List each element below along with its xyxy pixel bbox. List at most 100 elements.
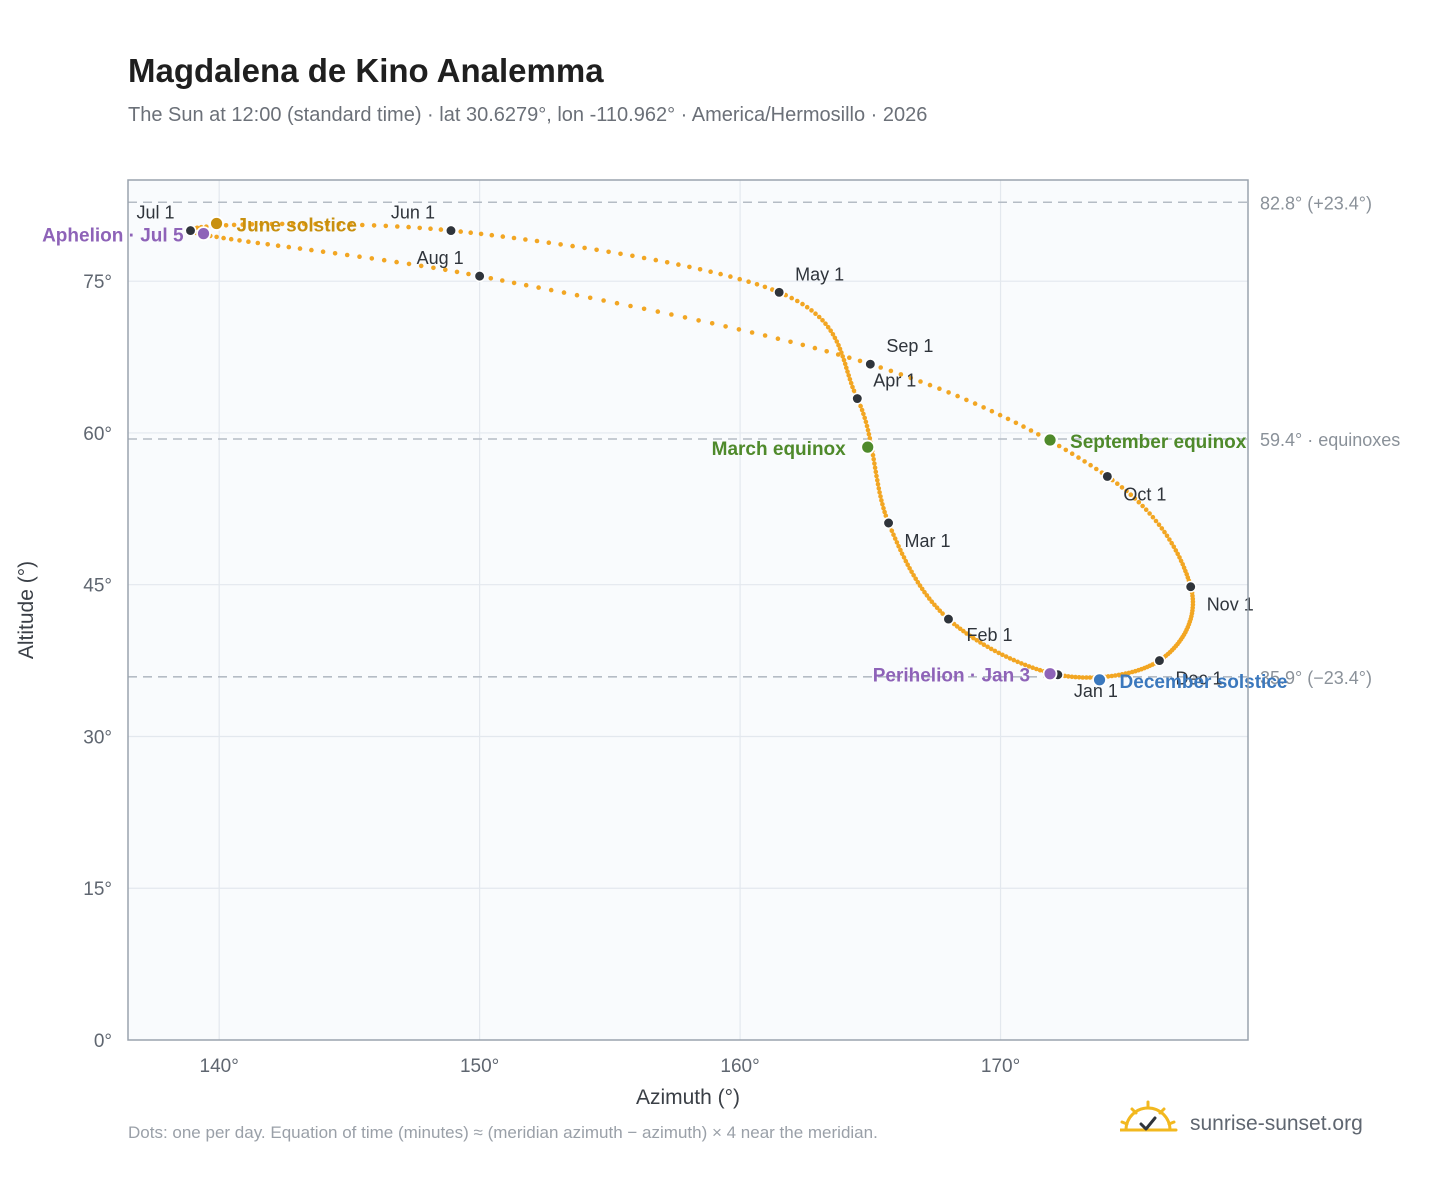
daily-dot: [1113, 673, 1118, 678]
daily-dot: [587, 295, 593, 301]
month-point: [864, 358, 877, 371]
daily-dot: [511, 235, 517, 241]
daily-dot: [972, 401, 978, 406]
daily-dot: [1109, 673, 1115, 679]
plot-background: [128, 180, 1248, 1040]
daily-dot: [641, 306, 647, 312]
daily-dot: [1156, 522, 1162, 527]
daily-dot: [857, 358, 863, 364]
daily-dot: [1066, 674, 1071, 679]
daily-dot: [915, 579, 921, 585]
daily-dot: [406, 261, 412, 267]
daily-dot: [898, 372, 904, 377]
chart-subtitle: The Sun at 12:00 (standard time) · lat 3…: [128, 104, 928, 126]
daily-dot: [762, 333, 768, 338]
daily-dot: [919, 586, 925, 592]
daily-dot: [1150, 514, 1156, 520]
daily-dot: [255, 240, 261, 246]
daily-dot: [896, 543, 901, 549]
y-tick-label: 60°: [83, 424, 112, 445]
daily-dot: [861, 411, 866, 417]
plot-frame: [127, 179, 1249, 1041]
event-label: March equinox: [712, 439, 847, 460]
event-point: [209, 216, 224, 231]
daily-dot: [898, 547, 903, 553]
daily-dot: [1080, 675, 1085, 680]
daily-dot: [320, 249, 326, 254]
daily-dot: [866, 431, 872, 437]
daily-dot: [523, 237, 528, 242]
daily-dot: [594, 247, 599, 253]
daily-dot: [1143, 507, 1149, 512]
month-label: May 1: [795, 264, 844, 284]
daily-dot: [443, 267, 448, 273]
daily-dot: [381, 257, 387, 263]
daily-dot: [708, 269, 713, 275]
daily-dot: [862, 415, 867, 421]
month-point: [184, 224, 197, 237]
daily-dot: [845, 369, 850, 374]
daily-dot: [1007, 656, 1013, 661]
daily-dot: [630, 253, 635, 259]
daily-dot: [1036, 432, 1041, 437]
daily-dot: [873, 469, 879, 475]
daily-dot: [1173, 548, 1179, 553]
daily-dot: [989, 408, 995, 414]
daily-dot: [1175, 551, 1180, 557]
daily-dot: [913, 576, 918, 582]
daily-dot: [558, 242, 563, 247]
daily-dot: [1128, 492, 1134, 498]
daily-dot: [709, 321, 715, 326]
daily-dot: [723, 324, 728, 329]
sunrise-logo-icon: [1120, 1100, 1178, 1132]
daily-dot: [582, 245, 587, 251]
daily-dot: [1119, 672, 1125, 677]
daily-dot: [641, 255, 647, 261]
month-point: [1184, 580, 1197, 593]
x-tick-label: 150°: [460, 1056, 499, 1077]
daily-dot: [406, 224, 411, 230]
daily-dot: [1136, 499, 1142, 505]
daily-dot: [834, 339, 840, 344]
reference-line-label: 82.8° (+23.4°): [1260, 193, 1372, 213]
daily-dot: [332, 251, 338, 256]
daily-dot: [876, 486, 882, 491]
footnote: Dots: one per day. Equation of time (min…: [128, 1123, 878, 1142]
event-point: [860, 439, 876, 455]
daily-dot: [867, 436, 873, 441]
y-tick-label: 30°: [83, 727, 112, 748]
month-label: Nov 1: [1207, 595, 1254, 615]
event-label: December solstice: [1120, 672, 1288, 693]
daily-dot: [940, 611, 945, 616]
daily-dot: [870, 452, 876, 458]
daily-dot: [929, 599, 935, 604]
daily-dot: [971, 635, 976, 641]
daily-dot: [789, 295, 794, 301]
daily-dot: [840, 354, 845, 359]
daily-dot: [908, 375, 914, 381]
daily-dot: [1076, 455, 1081, 460]
daily-dot: [883, 513, 889, 518]
month-point: [942, 613, 955, 626]
daily-dot: [489, 232, 495, 238]
daily-dot: [823, 321, 828, 327]
daily-dot: [1069, 451, 1075, 457]
daily-dot: [394, 259, 399, 265]
daily-dot: [800, 301, 805, 307]
daily-dot: [795, 298, 800, 304]
daily-dot: [842, 361, 848, 367]
y-tick-label: 15°: [83, 879, 112, 900]
daily-dot: [478, 231, 484, 237]
daily-dot: [775, 336, 781, 342]
daily-dot: [269, 221, 275, 227]
daily-dot: [881, 505, 886, 511]
daily-dot: [1167, 537, 1172, 542]
daily-dot: [676, 262, 681, 267]
daily-dot: [1171, 544, 1177, 550]
daily-dot: [911, 573, 916, 578]
daily-dot: [431, 265, 436, 271]
daily-dot: [749, 330, 755, 335]
daily-dot: [955, 393, 960, 399]
brand[interactable]: sunrise-sunset.org: [1120, 1100, 1420, 1150]
